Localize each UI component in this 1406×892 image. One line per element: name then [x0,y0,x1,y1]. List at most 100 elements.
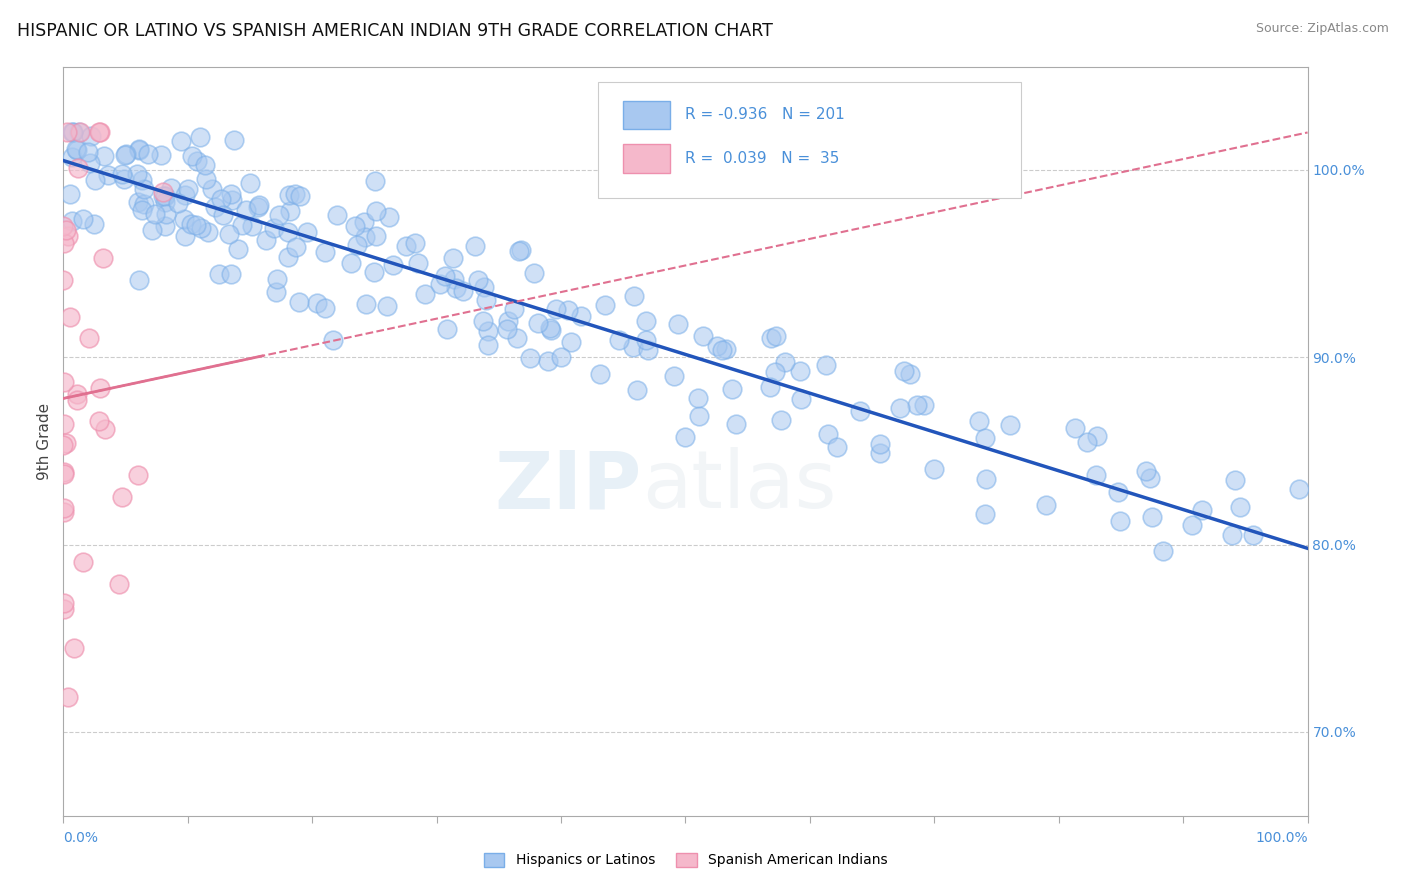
Point [132,197,155,211]
Point [219,267,242,281]
Point [195,172,218,186]
Point [688,409,710,423]
Point [436,322,458,336]
Point [52,465,75,479]
Point [269,209,291,223]
Point [354,297,377,311]
Legend: Hispanics or Latinos, Spanish American Indians: Hispanics or Latinos, Spanish American I… [478,847,893,873]
Point [307,296,329,310]
Point [763,365,786,379]
Point [128,273,150,287]
Point [626,384,648,398]
Point [467,273,489,287]
Point [673,430,696,444]
Point [60,213,83,227]
Point [503,302,526,317]
Point [363,265,385,279]
Point [912,398,935,412]
Point [173,188,195,202]
Point [93,422,115,436]
Point [527,316,550,330]
Point [52,596,75,610]
Point [706,339,728,353]
Point [634,333,657,347]
Point [1064,421,1087,435]
Text: atlas: atlas [643,448,837,525]
Point [60,125,83,139]
Point [1152,544,1174,558]
Point [889,401,911,415]
Bar [623,145,671,172]
Point [87,125,110,139]
Point [222,133,245,147]
Point [714,342,737,356]
Point [231,218,253,232]
Point [1085,429,1108,443]
Point [155,206,177,220]
Point [52,437,75,451]
Point [247,198,270,212]
Point [817,426,839,441]
Point [464,239,486,253]
Point [66,144,89,158]
Text: R = -0.936   N = 201: R = -0.936 N = 201 [686,107,845,122]
Point [1109,514,1132,528]
Point [240,219,263,233]
Point [496,314,519,328]
Point [52,417,75,432]
Point [128,142,150,156]
Point [115,147,138,161]
Point [56,690,79,704]
Point [277,225,299,239]
Text: HISPANIC OR LATINO VS SPANISH AMERICAN INDIAN 9TH GRADE CORRELATION CHART: HISPANIC OR LATINO VS SPANISH AMERICAN I… [17,22,773,40]
Point [1140,509,1163,524]
Point [471,314,494,328]
Point [589,367,612,381]
Point [974,507,997,521]
Point [434,268,457,283]
Point [1288,482,1310,496]
Point [1220,528,1243,542]
Point [284,186,307,201]
Point [204,200,226,214]
Point [364,174,387,188]
Point [569,309,592,323]
Point [720,382,742,396]
Point [67,125,90,139]
Point [66,392,89,407]
Point [765,329,787,343]
Point [52,272,75,286]
Point [623,289,645,303]
Point [264,285,287,300]
Point [80,128,103,143]
Point [55,223,77,237]
Point [1139,471,1161,485]
Point [773,355,796,369]
Text: Source: ZipAtlas.com: Source: ZipAtlas.com [1256,22,1389,36]
Point [668,318,690,332]
Point [201,181,224,195]
Point [125,167,148,181]
Point [127,195,149,210]
Point [759,331,782,345]
Point [226,243,249,257]
Point [59,186,82,201]
Point [444,280,467,294]
Point [219,186,242,201]
Point [177,181,200,195]
Point [472,279,495,293]
Point [475,293,498,307]
Point [208,268,231,282]
Point [114,147,136,161]
Point [131,202,153,217]
Point [72,555,94,569]
Point [344,219,367,234]
Point [246,200,269,214]
Point [375,299,398,313]
Point [825,440,848,454]
Point [91,252,114,266]
Point [167,195,190,210]
Point [186,153,208,168]
Point [998,418,1021,433]
Point [288,295,311,310]
